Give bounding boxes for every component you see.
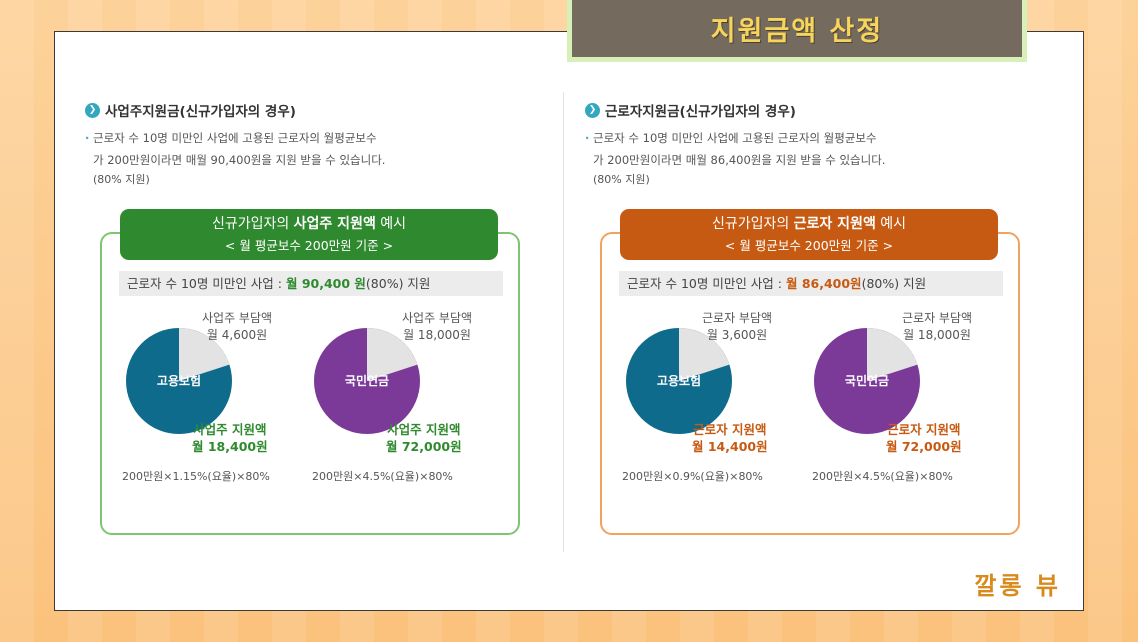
pie-chart [314, 328, 420, 434]
burden-note: 사업주 부담액 월 4,600원 [202, 310, 272, 344]
burden-slice [367, 328, 418, 381]
burden-slice [179, 328, 230, 381]
summary-pre: 근로자 수 10명 미만인 사업 : [127, 276, 286, 291]
pie-label: 국민연금 [344, 374, 390, 388]
example-box-title: 신규가입자의 사업주 지원액 예시 < 월 평균보수 200만원 기준 > [120, 209, 498, 260]
burden-amount: 월 3,600원 [706, 328, 768, 342]
arrow-bullet-icon: ❯ [585, 102, 600, 118]
example-box-subtitle: < 월 평균보수 200만원 기준 > [224, 238, 394, 253]
support-note: 사업주 지원액 월 18,400원 [192, 421, 268, 455]
burden-label: 근로자 부담액 [902, 311, 973, 325]
burden-amount: 월 18,000원 [403, 328, 471, 342]
worker-section: ❯ 근로자지원금(신규가입자의 경우) · 근로자 수 10명 미만인 사업에 … [585, 100, 1045, 535]
section-heading-text: 근로자지원금(신규가입자의 경우) [605, 104, 796, 120]
example-box-title: 신규가입자의 근로자 지원액 예시 < 월 평균보수 200만원 기준 > [620, 209, 998, 260]
burden-note: 사업주 부담액 월 18,000원 [402, 310, 472, 344]
title-post: 예시 [375, 216, 407, 232]
employment-insurance-pie: 고용보험 [614, 326, 744, 436]
arrow-bullet-icon: ❯ [85, 102, 100, 118]
summary-bar: 근로자 수 10명 미만인 사업 : 월 86,400원(80%) 지원 [619, 271, 1003, 296]
burden-label: 사업주 부담액 [202, 311, 273, 325]
desc-percent: (80% 지원) [593, 173, 650, 186]
desc-percent: (80% 지원) [93, 173, 150, 186]
dot-bullet-icon: · [585, 131, 590, 145]
national-pension-pie: 국민연금 [802, 326, 932, 436]
support-amount: 월 14,400원 [692, 439, 768, 454]
desc-line-1: 근로자 수 10명 미만인 사업에 고용된 근로자의 월평균보수 [593, 131, 877, 145]
example-box: 신규가입자의 근로자 지원액 예시 < 월 평균보수 200만원 기준 > 근로… [600, 209, 1020, 535]
example-box-subtitle: < 월 평균보수 200만원 기준 > [724, 238, 894, 253]
example-box: 신규가입자의 사업주 지원액 예시 < 월 평균보수 200만원 기준 > 근로… [100, 209, 520, 535]
title-banner: 지원금액 산정 [567, 0, 1027, 62]
support-note: 근로자 지원액 월 14,400원 [692, 421, 768, 455]
title-pre: 신규가입자의 [211, 216, 294, 232]
burden-note: 근로자 부담액 월 18,000원 [902, 310, 972, 344]
page-title: 지원금액 산정 [572, 0, 1022, 57]
summary-bar: 근로자 수 10명 미만인 사업 : 월 90,400 원(80%) 지원 [119, 271, 503, 296]
summary-post: (80%) 지원 [861, 276, 927, 291]
title-bold: 근로자 지원액 [793, 216, 876, 232]
support-label: 사업주 지원액 [193, 422, 267, 437]
section-heading-text: 사업주지원금(신규가입자의 경우) [105, 104, 296, 120]
support-note: 근로자 지원액 월 72,000원 [886, 421, 962, 455]
burden-note: 근로자 부담액 월 3,600원 [702, 310, 772, 344]
formula-text: 200만원×4.5%(요율)×80% [312, 470, 453, 483]
support-amount: 월 18,400원 [192, 439, 268, 454]
desc-line-2: 가 200만원이라면 매월 86,400원을 지원 받을 수 있습니다. [593, 153, 886, 167]
section-heading: ❯ 사업주지원금(신규가입자의 경우) [85, 100, 545, 120]
section-heading: ❯ 근로자지원금(신규가입자의 경우) [585, 100, 1045, 120]
pie-chart [814, 328, 920, 434]
summary-amount: 월 90,400 원 [285, 276, 366, 291]
summary-amount: 월 86,400원 [785, 276, 862, 291]
summary-pre: 근로자 수 10명 미만인 사업 : [627, 276, 786, 291]
burden-slice [679, 328, 730, 381]
pie-label: 국민연금 [844, 374, 890, 388]
support-label: 근로자 지원액 [887, 422, 961, 437]
employer-section: ❯ 사업주지원금(신규가입자의 경우) · 근로자 수 10명 미만인 사업에 … [85, 100, 545, 535]
employment-insurance-pie: 고용보험 [114, 326, 244, 436]
support-label: 사업주 지원액 [387, 422, 461, 437]
summary-post: (80%) 지원 [365, 276, 431, 291]
desc-line-2: 가 200만원이라면 매월 90,400원을 지원 받을 수 있습니다. [93, 153, 386, 167]
watermark-text: 깔롱 뷰 [974, 571, 1061, 600]
burden-label: 사업주 부담액 [402, 311, 473, 325]
title-bold: 사업주 지원액 [293, 216, 376, 232]
burden-label: 근로자 부담액 [702, 311, 773, 325]
dot-bullet-icon: · [85, 131, 90, 145]
title-pre: 신규가입자의 [711, 216, 794, 232]
formula-text: 200만원×0.9%(요율)×80% [622, 470, 763, 483]
support-label: 근로자 지원액 [693, 422, 767, 437]
section-description: · 근로자 수 10명 미만인 사업에 고용된 근로자의 월평균보수 가 200… [585, 127, 1045, 191]
support-note: 사업주 지원액 월 72,000원 [386, 421, 462, 455]
formula-text: 200만원×4.5%(요율)×80% [812, 470, 953, 483]
pie-label: 고용보험 [156, 374, 202, 388]
burden-amount: 월 18,000원 [903, 328, 971, 342]
support-amount: 월 72,000원 [386, 439, 462, 454]
column-divider [563, 92, 564, 552]
pie-label: 고용보험 [656, 374, 702, 388]
section-description: · 근로자 수 10명 미만인 사업에 고용된 근로자의 월평균보수 가 200… [85, 127, 545, 191]
content-panel: ❯ 사업주지원금(신규가입자의 경우) · 근로자 수 10명 미만인 사업에 … [54, 31, 1084, 611]
title-post: 예시 [875, 216, 907, 232]
desc-line-1: 근로자 수 10명 미만인 사업에 고용된 근로자의 월평균보수 [93, 131, 377, 145]
formula-text: 200만원×1.15%(요율)×80% [122, 470, 270, 483]
burden-slice [867, 328, 918, 381]
pie-chart [626, 328, 732, 434]
support-amount: 월 72,000원 [886, 439, 962, 454]
national-pension-pie: 국민연금 [302, 326, 432, 436]
burden-amount: 월 4,600원 [206, 328, 268, 342]
pie-chart [126, 328, 232, 434]
